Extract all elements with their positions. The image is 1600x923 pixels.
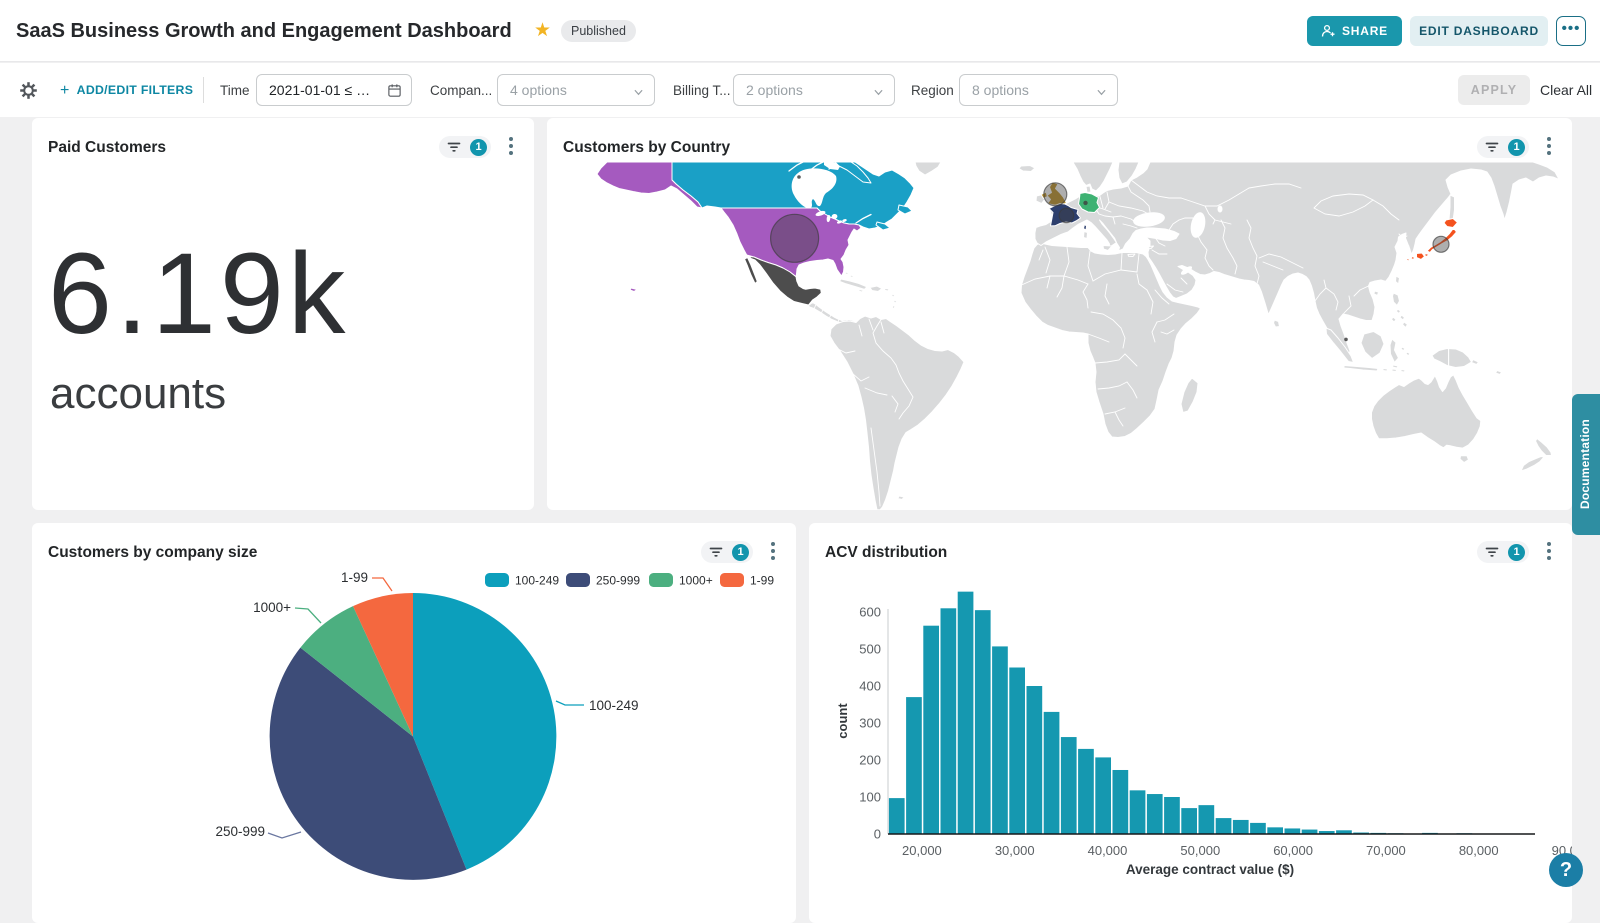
svg-text:200: 200 <box>859 753 881 768</box>
svg-text:250-999: 250-999 <box>596 574 640 588</box>
svg-text:100: 100 <box>859 790 881 805</box>
svg-text:100-249: 100-249 <box>515 574 559 588</box>
svg-text:40,000: 40,000 <box>1088 843 1128 858</box>
svg-text:400: 400 <box>859 679 881 694</box>
svg-text:1-99: 1-99 <box>341 570 368 585</box>
svg-text:600: 600 <box>859 605 881 620</box>
svg-text:100-249: 100-249 <box>589 698 639 713</box>
svg-text:1000+: 1000+ <box>679 574 713 588</box>
svg-text:300: 300 <box>859 716 881 731</box>
svg-text:20,000: 20,000 <box>902 843 942 858</box>
svg-text:Average contract value ($): Average contract value ($) <box>1126 862 1294 877</box>
svg-text:50,000: 50,000 <box>1180 843 1220 858</box>
svg-text:1000+: 1000+ <box>253 600 291 615</box>
svg-text:500: 500 <box>859 642 881 657</box>
svg-text:60,000: 60,000 <box>1273 843 1313 858</box>
svg-text:250-999: 250-999 <box>215 824 265 839</box>
svg-text:1-99: 1-99 <box>750 574 774 588</box>
svg-text:30,000: 30,000 <box>995 843 1035 858</box>
svg-text:count: count <box>835 703 850 739</box>
svg-text:80,000: 80,000 <box>1459 843 1499 858</box>
svg-text:0: 0 <box>874 827 881 842</box>
svg-text:70,000: 70,000 <box>1366 843 1406 858</box>
